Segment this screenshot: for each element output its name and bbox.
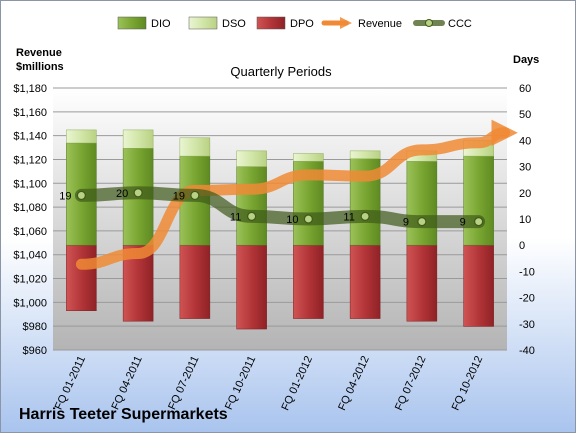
ccc-data-label: 9: [460, 217, 466, 229]
right-tick-label: 20: [519, 188, 531, 200]
right-tick-label: 0: [519, 240, 525, 252]
right-tick-label: -10: [519, 266, 535, 278]
ccc-marker: [303, 214, 313, 224]
bar-dpo: [66, 244, 97, 311]
left-tick-label: $1,040: [13, 250, 47, 262]
category-label: FQ 07-2012: [393, 354, 429, 412]
chart-title: Quarterly Periods: [230, 64, 332, 79]
ccc-data-label: 11: [343, 211, 354, 223]
ccc-marker: [76, 190, 86, 201]
bar-dso: [349, 150, 381, 159]
bar-dso: [179, 137, 211, 157]
ccc-data-label: 19: [173, 190, 185, 202]
ccc-marker: [417, 217, 427, 227]
bar-dso: [236, 150, 267, 167]
ccc-marker: [360, 211, 370, 221]
ccc-line: [74, 186, 486, 229]
left-tick-label: $1,000: [13, 297, 47, 309]
legend-swatch-dpo: [256, 16, 286, 30]
right-tick-label: -30: [519, 319, 535, 331]
ccc-marker: [133, 188, 143, 198]
ccc-marker: [190, 190, 200, 201]
right-axis-label: Days: [513, 54, 539, 66]
right-tick-label: 50: [519, 109, 531, 121]
ccc-data-label: 20: [116, 188, 128, 200]
revenue-line: [75, 119, 518, 270]
left-tick-label: $1,160: [13, 107, 47, 119]
ccc-data-label: 19: [59, 190, 71, 202]
category-label: FQ 01-2011: [53, 354, 88, 412]
bar-dio: [236, 166, 267, 246]
right-tick-label: 30: [519, 162, 531, 174]
legend-marker-ccc: [425, 19, 433, 27]
legend-label-revenue: Revenue: [358, 18, 402, 30]
lines-group: 19 20 19 11 10 11 9 9: [59, 119, 518, 270]
right-tick-label: 40: [519, 135, 531, 147]
ccc-data-label: 11: [230, 211, 241, 223]
left-axis-label-line1: Revenue: [16, 47, 62, 59]
category-label: FQ 04-2012: [336, 354, 372, 412]
ccc-data-label: 10: [286, 214, 298, 226]
bar-dio: [463, 155, 494, 246]
right-tick-label: 10: [519, 214, 531, 226]
left-tick-label: $1,140: [13, 131, 47, 143]
right-tick-label: -20: [519, 293, 535, 305]
legend-swatch-dio: [117, 16, 147, 30]
ccc-marker: [474, 217, 484, 227]
company-name: Harris Teeter Supermarkets: [19, 406, 228, 423]
left-tick-label: $1,080: [13, 202, 47, 214]
category-label: FQ 10-2012: [450, 354, 486, 412]
left-tick-label: $1,120: [13, 154, 47, 166]
left-tick-label: $1,100: [13, 178, 47, 190]
legend-label-dio: DIO: [151, 18, 171, 30]
category-label: FQ 10-2011: [223, 354, 258, 412]
bar-dpo: [463, 244, 494, 327]
bar-dso: [122, 129, 154, 149]
category-label: FQ 01-2012: [279, 354, 315, 412]
right-tick-label: 60: [519, 83, 531, 95]
bar-dpo: [406, 244, 438, 322]
legend-swatch-dso: [188, 16, 218, 30]
legend-label-ccc: CCC: [448, 18, 472, 30]
bar-dso: [293, 153, 324, 162]
left-tick-label: $980: [23, 321, 47, 333]
right-tick-label: -40: [519, 345, 535, 357]
bar-dpo: [349, 244, 381, 319]
left-tick-label: $960: [23, 345, 47, 357]
legend: DIO DSO DPO Revenue CCC: [117, 16, 472, 30]
bar-dio: [406, 161, 438, 246]
legend-label-dpo: DPO: [290, 18, 314, 30]
left-tick-label: $1,060: [13, 226, 47, 238]
left-tick-label: $1,180: [13, 83, 47, 95]
bar-dpo: [293, 244, 324, 319]
bar-dpo: [236, 244, 267, 330]
category-label: FQ 07-2011: [166, 354, 201, 412]
bar-dpo: [179, 244, 211, 319]
bar-dso: [66, 129, 97, 144]
category-label: FQ 04-2011: [110, 354, 145, 412]
legend-label-dso: DSO: [222, 18, 246, 30]
ccc-marker: [247, 211, 257, 221]
left-axis-label-line2: $millions: [16, 61, 64, 73]
ccc-data-label: 9: [403, 217, 409, 229]
left-tick-label: $1,020: [13, 274, 47, 286]
